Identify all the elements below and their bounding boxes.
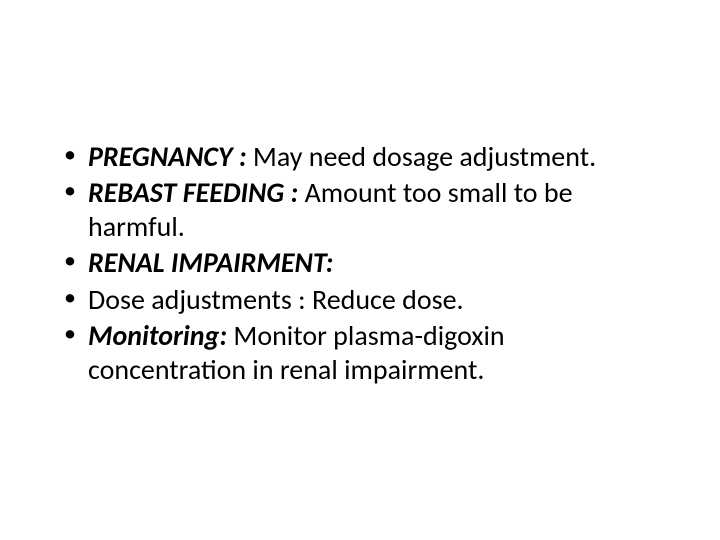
bullet-label: RENAL IMPAIRMENT: <box>88 245 333 280</box>
bullet-label: REBAST FEEDING : <box>88 175 305 210</box>
bullet-list: PREGNANCY : May need dosage adjustment. … <box>60 140 660 387</box>
list-item: Dose adjustments : Reduce dose. <box>60 283 660 317</box>
list-item: RENAL IMPAIRMENT: <box>60 246 660 280</box>
bullet-text: Dose adjustments : Reduce dose. <box>88 282 464 317</box>
slide-container: PREGNANCY : May need dosage adjustment. … <box>0 0 720 540</box>
bullet-label: Monitoring: <box>88 318 233 353</box>
list-item: Monitoring: Monitor plasma-digoxin conce… <box>60 319 660 387</box>
list-item: REBAST FEEDING : Amount too small to be … <box>60 176 660 244</box>
list-item: PREGNANCY : May need dosage adjustment. <box>60 140 660 174</box>
bullet-label: PREGNANCY : <box>88 139 253 174</box>
bullet-text: May need dosage adjustment. <box>253 139 596 174</box>
